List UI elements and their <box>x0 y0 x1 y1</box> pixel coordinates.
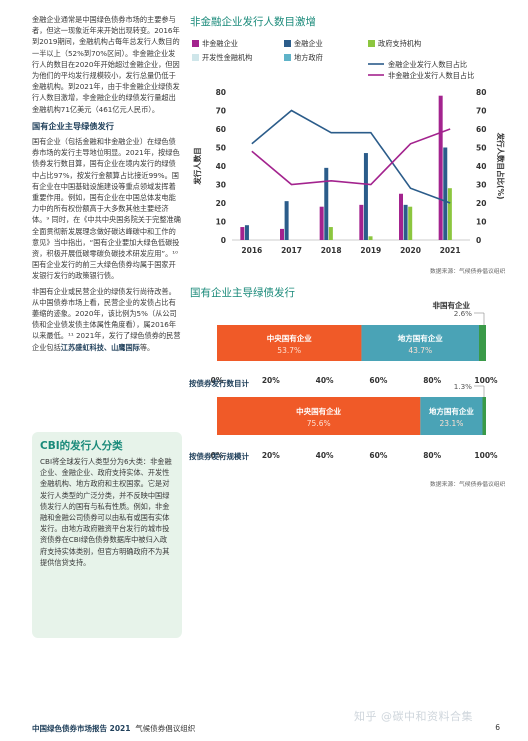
y-tick-right: 0 <box>476 236 481 245</box>
bar-1-2016 <box>244 225 249 240</box>
bar-1-2020 <box>403 204 408 240</box>
footer-org: 气候债券倡议组织 <box>135 724 196 733</box>
y-tick-right: 80 <box>476 88 486 97</box>
legend-label-5: 金融企业发行人数目占比 <box>388 60 467 69</box>
y-tick-right: 30 <box>476 181 486 190</box>
x-tick: 2020 <box>400 246 421 255</box>
legend-swatch-1 <box>284 40 291 47</box>
line-series-1 <box>251 128 451 186</box>
paragraph-3-bold: 江苏盛虹科技、山鹰国际 <box>60 342 140 352</box>
y-tick-right: 40 <box>476 162 486 171</box>
paragraph-3: 非国有企业或民营企业的绿债发行尚待改善。从中国债券市场上看，民营企业的发债占比有… <box>32 286 182 353</box>
legend-swatch-0 <box>192 40 199 47</box>
x-tick: 2018 <box>321 246 342 255</box>
chart2-title: 国有企业主导绿债发行 <box>190 287 295 299</box>
bar-0-2019 <box>359 204 364 240</box>
paragraph-2: 国有企业（包括金融和非金融企业）在绿色债券市场的发行主导地位明显。2021年，按… <box>32 137 181 281</box>
footer: 中国绿色债券市场报告 2021 气候债券倡议组织 <box>32 723 195 734</box>
y-tick-left: 10 <box>216 218 226 227</box>
line-series-0 <box>251 109 451 204</box>
cbi-box-body: CBI将全球发行人类型分为6大类：非金融企业、金融企业、政府支持实体、开发性金融… <box>40 457 172 567</box>
paragraph-1: 金融企业通常是中国绿色债券市场的主要参与者，但这一现象近年来开始出现转变。201… <box>32 15 180 114</box>
watermark: 知乎 @碳中和资料合集 <box>354 710 473 723</box>
bar-0-2016 <box>240 227 245 240</box>
bar-1-2018 <box>324 167 329 240</box>
y-tick-left: 40 <box>216 162 226 171</box>
section-heading-soe: 国有企业主导绿债发行 <box>32 120 114 131</box>
y-tick-right: 60 <box>476 125 486 134</box>
paragraph-3-end: 等。 <box>139 342 155 352</box>
left-column: 金融企业通常是中国绿色债券市场的主要参与者，但这一现象近年来开始出现转变。201… <box>32 14 182 357</box>
bar-1-2017 <box>284 201 289 240</box>
legend-label-2: 政府支持机构 <box>378 39 421 48</box>
y-tick-left: 60 <box>216 125 226 134</box>
legend-label-4: 地方政府 <box>294 53 323 62</box>
chart1-source: 数据来源：气候债券倡议组织 <box>430 269 506 275</box>
bar-2-2019 <box>368 236 373 240</box>
legend-swatch-3 <box>192 54 199 61</box>
y-tick-left: 0 <box>221 236 226 245</box>
bar-0-2017 <box>280 228 284 240</box>
legend-swatch-2 <box>368 40 375 47</box>
y-tick-right: 20 <box>476 199 486 208</box>
cbi-issuer-classification-box: CBI的发行人分类 CBI将全球发行人类型分为6大类：非金融企业、金融企业、政府… <box>32 432 182 638</box>
bar-2-2020 <box>408 206 413 240</box>
paragraph-3-text: 非国有企业或民营企业的绿债发行尚待改善。从中国债券市场上看，民营企业的发债占比有… <box>32 286 181 352</box>
y-tick-right: 10 <box>476 218 486 227</box>
footer-report-title: 中国绿色债券市场报告 2021 <box>32 724 131 733</box>
y-tick-left: 50 <box>216 144 226 153</box>
y-axis-label-left: 发行人数目 <box>192 147 202 186</box>
x-tick: 2017 <box>281 246 302 255</box>
x-tick: 2016 <box>241 246 262 255</box>
chart2-source: 数据来源：气候债券倡议组织 <box>430 482 506 488</box>
y-tick-left: 20 <box>216 199 226 208</box>
legend-swatch-4 <box>284 54 291 61</box>
bar-0-2020 <box>399 193 403 240</box>
y-tick-left: 80 <box>216 88 226 97</box>
y-axis-label-right: 发行人数目占比(%) <box>496 132 506 200</box>
x-tick: 2021 <box>440 246 461 255</box>
y-tick-left: 70 <box>216 107 226 116</box>
legend-label-3: 开发性金融机构 <box>202 53 252 62</box>
legend-label-0: 非金融企业 <box>202 39 238 48</box>
bar-2-2018 <box>328 227 333 240</box>
y-tick-left: 30 <box>216 181 226 190</box>
bar-0-2021 <box>438 95 443 240</box>
y-tick-right: 50 <box>476 144 486 153</box>
x-tick: 2019 <box>360 246 381 255</box>
y-tick-right: 70 <box>476 107 486 116</box>
bar-2-2021 <box>447 188 452 240</box>
bar-1-2021 <box>443 147 448 240</box>
cbi-box-title: CBI的发行人分类 <box>40 440 123 452</box>
legend-label-6: 非金融企业发行人数目占比 <box>388 71 474 80</box>
chart1-title: 非金融企业发行人数目激增 <box>190 16 316 28</box>
legend-label-1: 金融企业 <box>294 39 323 48</box>
page-number: 6 <box>495 723 500 732</box>
bar-1-2019 <box>363 153 368 240</box>
bar-0-2018 <box>319 206 324 240</box>
